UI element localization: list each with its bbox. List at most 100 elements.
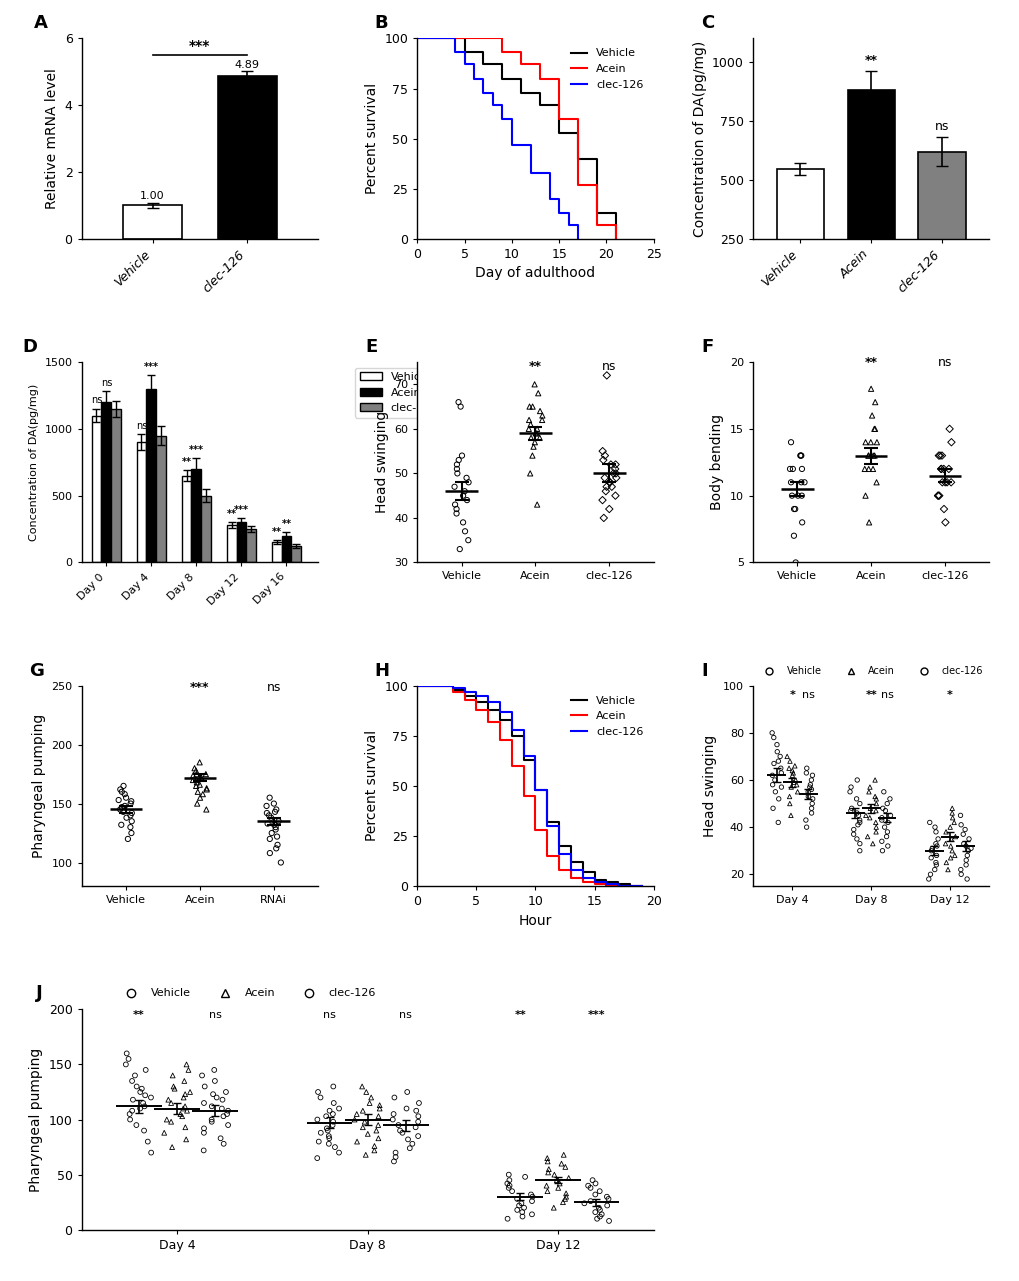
Point — [587, 1184, 603, 1204]
Point — [531, 428, 547, 448]
Point — [330, 1143, 346, 1163]
Point — [451, 539, 468, 560]
Point — [261, 806, 277, 826]
Vehicle — [470, 694, 482, 710]
Point — [841, 781, 857, 802]
Point — [929, 485, 946, 506]
Acein — [624, 879, 636, 894]
Point — [596, 446, 612, 466]
Point — [265, 793, 281, 813]
Point — [598, 477, 614, 497]
Point — [530, 383, 546, 404]
Point — [187, 775, 204, 796]
Point — [368, 1121, 384, 1141]
Bar — [92, 415, 101, 562]
Point — [927, 834, 944, 854]
Point — [957, 854, 973, 875]
Point — [540, 1159, 556, 1180]
clec-126 — [524, 165, 536, 181]
Bar — [147, 388, 156, 562]
Point — [799, 781, 815, 802]
Point — [582, 1191, 598, 1212]
Point — [785, 772, 801, 793]
Point — [214, 1089, 230, 1109]
Point — [591, 1200, 607, 1221]
Point — [842, 801, 858, 821]
Text: **: ** — [864, 690, 876, 701]
Text: 4.89: 4.89 — [234, 60, 259, 70]
clec-126 — [411, 31, 423, 46]
Point — [878, 793, 895, 813]
Point — [860, 459, 876, 479]
clec-126 — [446, 680, 459, 696]
Point — [520, 419, 536, 439]
Point — [938, 473, 955, 493]
Point — [143, 1088, 159, 1108]
Point — [766, 781, 783, 802]
Point — [215, 1106, 231, 1126]
clec-126 — [486, 97, 498, 113]
Bar — [236, 523, 247, 562]
Point — [772, 762, 789, 783]
Point — [922, 840, 938, 861]
Point — [371, 1095, 387, 1116]
Point — [787, 552, 803, 573]
Text: *: * — [789, 690, 795, 701]
Point — [123, 803, 140, 824]
Text: **: ** — [514, 1011, 526, 1021]
Point — [942, 835, 958, 856]
Point — [176, 1097, 193, 1117]
Point — [262, 829, 278, 849]
Point — [768, 734, 785, 755]
Point — [940, 459, 956, 479]
Text: ns: ns — [91, 396, 102, 406]
Point — [792, 446, 808, 466]
Text: E: E — [365, 338, 377, 356]
clec-126 — [470, 688, 482, 703]
Acein — [515, 56, 527, 72]
Vehicle — [600, 205, 612, 220]
Point — [845, 824, 861, 844]
Point — [312, 1088, 328, 1108]
Vehicle — [458, 688, 470, 703]
Point — [196, 1093, 212, 1113]
Point — [932, 459, 949, 479]
Point — [259, 803, 275, 824]
Point — [320, 1134, 336, 1154]
Point — [848, 803, 864, 824]
Point — [500, 1177, 517, 1198]
Point — [861, 807, 877, 828]
Acein — [534, 70, 546, 86]
Point — [138, 1059, 154, 1080]
Point — [557, 1184, 574, 1204]
Acein — [611, 879, 624, 894]
Point — [845, 820, 861, 840]
Point — [866, 787, 882, 807]
Point — [944, 803, 960, 824]
Point — [270, 811, 286, 831]
Point — [124, 1089, 141, 1109]
Point — [366, 1136, 382, 1157]
Text: **: ** — [132, 1011, 145, 1021]
Point — [932, 446, 949, 466]
Line: Acein: Acein — [417, 38, 615, 238]
Legend: Vehicle, Acein, clec-126: Vehicle, Acein, clec-126 — [566, 692, 647, 742]
Acein — [446, 684, 459, 699]
Point — [124, 1100, 141, 1121]
Vehicle — [505, 70, 518, 86]
Point — [851, 812, 867, 833]
Point — [160, 1089, 176, 1109]
Point — [140, 1131, 156, 1152]
Point — [793, 459, 809, 479]
Point — [325, 1093, 341, 1113]
Point — [370, 1129, 386, 1149]
Acein — [486, 31, 498, 46]
Acein — [576, 875, 588, 890]
Point — [523, 428, 539, 448]
Vehicle — [561, 126, 574, 141]
Point — [404, 1134, 420, 1154]
clec-126 — [529, 783, 541, 798]
Point — [772, 776, 789, 797]
Point — [370, 1114, 386, 1135]
Point — [878, 821, 895, 842]
